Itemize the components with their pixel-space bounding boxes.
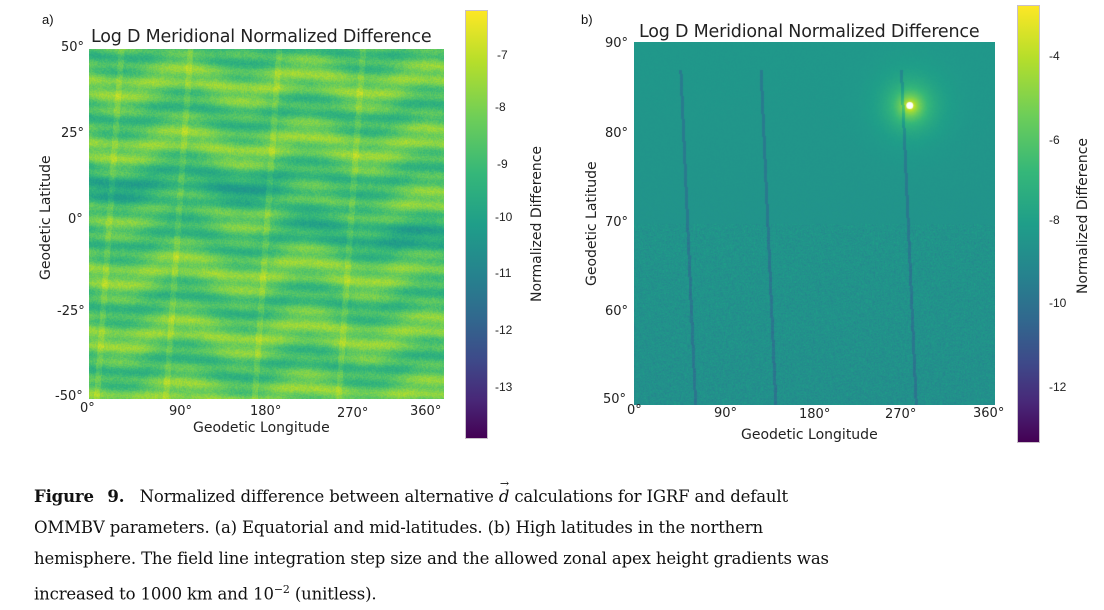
panel-a-cbar-tick: -12 xyxy=(495,323,513,337)
caption-line-1: Figure 9. Normalized difference between … xyxy=(34,468,829,512)
panel-b-ytick: 90° xyxy=(605,36,629,51)
panel-b-heatmap-canvas xyxy=(634,42,995,405)
caption-text: Normalized difference between alternativ… xyxy=(139,487,499,506)
caption-text: calculations for IGRF and default xyxy=(509,487,788,506)
panel-a-xtick: 0° xyxy=(80,401,95,416)
panel-b-xtick: 90° xyxy=(714,406,738,421)
panel-a-xtick: 360° xyxy=(410,404,442,419)
panel-a-ylabel-wrap: Geodetic Latitude xyxy=(0,155,106,280)
panel-b-title: Log D Meridional Normalized Difference xyxy=(639,22,980,42)
panel-b-cbar-tick: -12 xyxy=(1049,380,1067,394)
panel-b-xtick: 0° xyxy=(627,403,642,418)
panel-b-label: b) xyxy=(581,12,593,27)
panel-a-xtick: 180° xyxy=(250,404,282,419)
panel-a-cbar-tick: -7 xyxy=(497,48,508,62)
panel-a-colorbar xyxy=(465,10,488,439)
caption-line-4: increased to 1000 km and 10−2 (unitless)… xyxy=(34,574,829,610)
panel-a-cbar-tick: -13 xyxy=(495,380,513,394)
caption-text: (unitless). xyxy=(289,584,377,604)
panel-b-ytick: 70° xyxy=(605,215,629,230)
panel-a-cbar-tick: -9 xyxy=(497,157,508,171)
panel-b-heatmap xyxy=(634,42,995,405)
caption-line-2: OMMBV parameters. (a) Equatorial and mid… xyxy=(34,518,763,537)
vector-d-symbol: d xyxy=(499,468,510,512)
figure-caption: Figure 9. Normalized difference between … xyxy=(34,468,829,610)
caption-exponent: −2 xyxy=(273,583,290,596)
panel-a-ytick: -25° xyxy=(57,304,85,319)
caption-line-3: hemisphere. The field line integration s… xyxy=(34,549,829,568)
panel-b-cbar-label: Normalized Difference xyxy=(1075,137,1091,295)
panel-b-cbar-tick: -10 xyxy=(1049,296,1067,310)
panel-a-heatmap xyxy=(89,49,444,399)
panel-a-xlabel: Geodetic Longitude xyxy=(193,420,330,436)
panel-b-xtick: 270° xyxy=(885,407,917,422)
panel-a-cbar-tick: -8 xyxy=(495,100,506,114)
panel-b-ytick: 80° xyxy=(605,126,629,141)
figure-label: Figure 9. xyxy=(34,487,125,506)
panel-a-heatmap-canvas xyxy=(89,49,444,399)
panel-a-ylabel: Geodetic Latitude xyxy=(38,155,54,280)
panel-a-title: Log D Meridional Normalized Difference xyxy=(91,27,432,47)
panel-b-cbar-tick: -4 xyxy=(1049,49,1060,63)
panel-a-ytick: 50° xyxy=(61,40,85,55)
panel-a-cbar-tick: -10 xyxy=(495,210,513,224)
panel-b-colorbar xyxy=(1017,5,1040,443)
panel-b-ylabel-wrap: Geodetic Latitude xyxy=(532,161,652,286)
panel-a-ytick: -50° xyxy=(55,389,83,404)
panel-b-xtick: 180° xyxy=(799,407,831,422)
panel-a-ytick: 25° xyxy=(61,126,85,141)
panel-b-cbar-tick: -8 xyxy=(1049,213,1060,227)
panel-a-ytick: 0° xyxy=(68,212,83,227)
panel-b-ylabel: Geodetic Latitude xyxy=(584,161,600,286)
caption-text: increased to 1000 km and 10 xyxy=(34,584,274,604)
panel-a-xtick: 90° xyxy=(169,404,193,419)
panel-b-ytick: 50° xyxy=(603,392,627,407)
panel-a-cbar-tick: -11 xyxy=(495,266,512,280)
panel-a-xtick: 270° xyxy=(337,406,369,421)
panel-b-xlabel: Geodetic Longitude xyxy=(741,427,878,443)
panel-b-cbar-tick: -6 xyxy=(1049,133,1060,147)
panel-a-label: a) xyxy=(42,12,54,27)
panel-b-ytick: 60° xyxy=(605,304,629,319)
panel-b-cbar-label-wrap: Normalized Difference xyxy=(1003,138,1104,294)
panel-b-xtick: 360° xyxy=(973,406,1005,421)
